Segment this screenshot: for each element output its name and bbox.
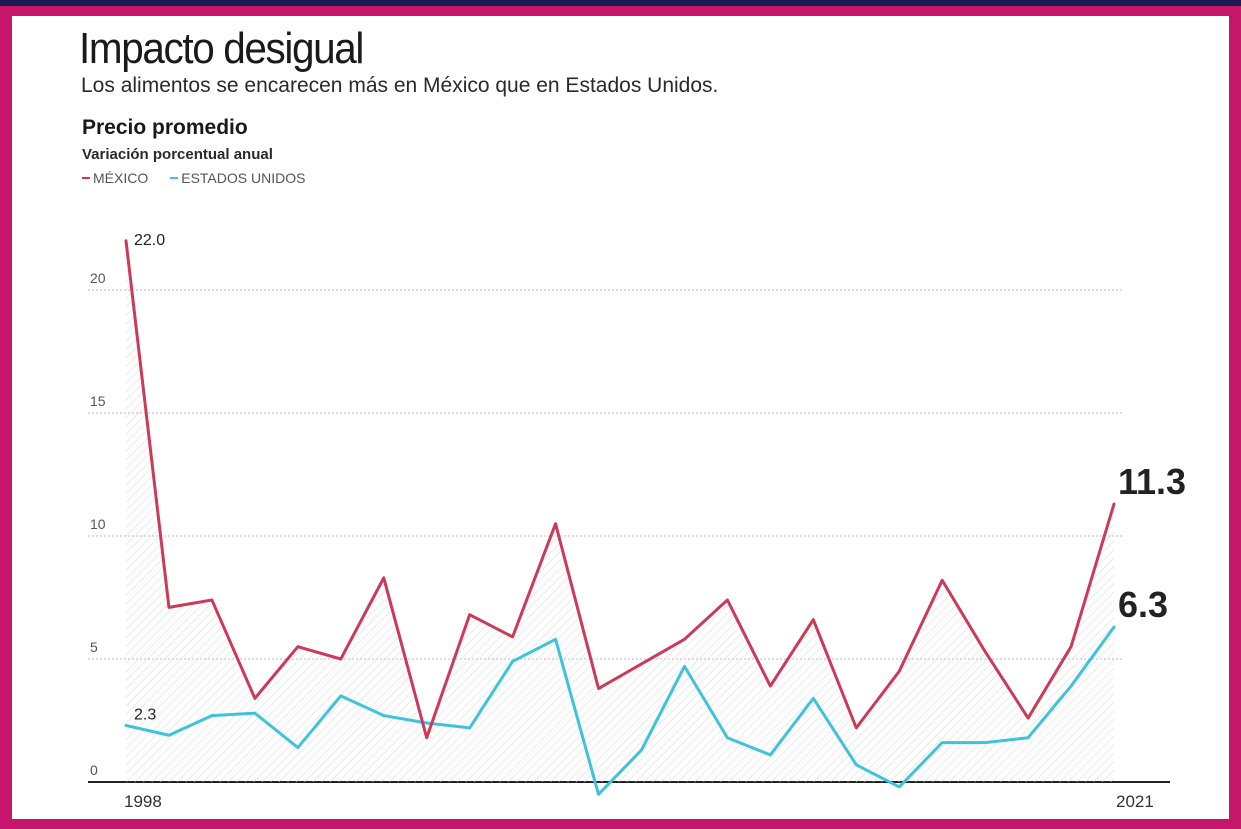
page-subtitle: Los alimentos se encarecen más en México… [81,74,719,97]
legend-swatch-usa [170,177,179,179]
chart-heading: Precio promedio [82,116,248,139]
legend-item-usa: ESTADOS UNIDOS [170,170,305,186]
start-data-label: 2.3 [134,706,156,723]
start-data-label: 22.0 [134,232,165,249]
legend-swatch-mexico [82,177,90,179]
y-tick-label: 10 [90,516,106,532]
page-title: Impacto desigual [79,24,364,73]
chart-subheading: Variación porcentual anual [82,146,273,163]
mexico-area-fill [126,240,1114,783]
y-tick-label: 0 [90,762,98,778]
legend-item-mexico: MÉXICO [82,170,148,186]
legend: MÉXICO ESTADOS UNIDOS [82,170,305,186]
series-line-usa [124,625,1116,796]
legend-label-usa: ESTADOS UNIDOS [181,170,306,186]
legend-label-mexico: MÉXICO [93,170,149,186]
series-line-mexico [124,239,1116,740]
x-tick-label-end: 2021 [1116,792,1154,811]
y-tick-label: 5 [90,639,98,655]
y-tick-label: 20 [90,270,106,286]
x-tick-label-start: 1998 [124,792,162,811]
end-data-label: 11.3 [1118,461,1186,502]
end-data-label: 6.3 [1118,584,1168,625]
y-tick-label: 15 [90,393,106,409]
